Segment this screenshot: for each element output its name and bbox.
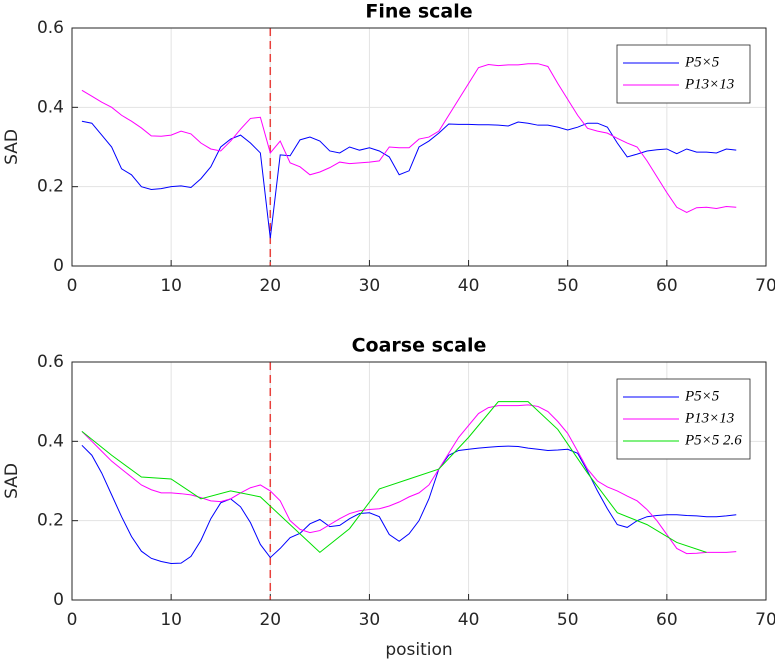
legend-label: P5×5 [684, 54, 720, 70]
x-tick-label: 70 [755, 610, 775, 630]
chart-title: Fine scale [365, 1, 472, 23]
data-line [81, 404, 737, 555]
x-tick-label: 10 [160, 276, 182, 296]
legend: P5×5 P13×13 P5×5 2.6 [616, 378, 751, 460]
legend-label: P5×5 [684, 388, 720, 404]
data-line [81, 120, 737, 239]
x-tick-label: 40 [458, 276, 480, 296]
x-tick-label: 50 [557, 610, 579, 630]
x-tick-label: 10 [160, 610, 182, 630]
legend-label: P13×13 [684, 76, 734, 92]
axes-box [71, 361, 767, 601]
x-tick-label: 30 [359, 276, 381, 296]
y-tick-label: 0 [53, 256, 64, 276]
x-tick-label: 30 [359, 610, 381, 630]
x-tick-label: 40 [458, 610, 480, 630]
y-tick-label: 0 [53, 590, 64, 610]
data-line [81, 401, 707, 554]
x-tick-label: 20 [259, 276, 281, 296]
x-tick-label: 70 [755, 276, 775, 296]
x-tick-label: 60 [656, 276, 678, 296]
y-tick-label: 0.2 [37, 177, 64, 197]
legend-label: P13×13 [684, 410, 734, 426]
x-tick-label: 50 [557, 276, 579, 296]
data-line [81, 63, 737, 214]
axes-box [71, 27, 767, 267]
legend-label: P5×5 2.6 [684, 432, 742, 448]
y-tick-label: 0.4 [37, 97, 64, 117]
y-tick-label: 0.6 [37, 352, 64, 372]
x-tick-label: 0 [67, 276, 78, 296]
y-tick-label: 0.6 [37, 18, 64, 38]
x-tick-label: 0 [67, 610, 78, 630]
legend: P5×5 P13×13 [616, 44, 751, 104]
y-tick-label: 0.4 [37, 431, 64, 451]
chart-title: Coarse scale [352, 335, 487, 357]
y-tick-label: 0.2 [37, 511, 64, 531]
y-axis-label: SAD [2, 463, 22, 499]
y-axis-label: SAD [2, 129, 22, 165]
x-axis-label: position [385, 640, 452, 660]
x-tick-label: 20 [259, 610, 281, 630]
legend-box [616, 44, 751, 104]
x-tick-label: 60 [656, 610, 678, 630]
data-line [81, 444, 737, 565]
